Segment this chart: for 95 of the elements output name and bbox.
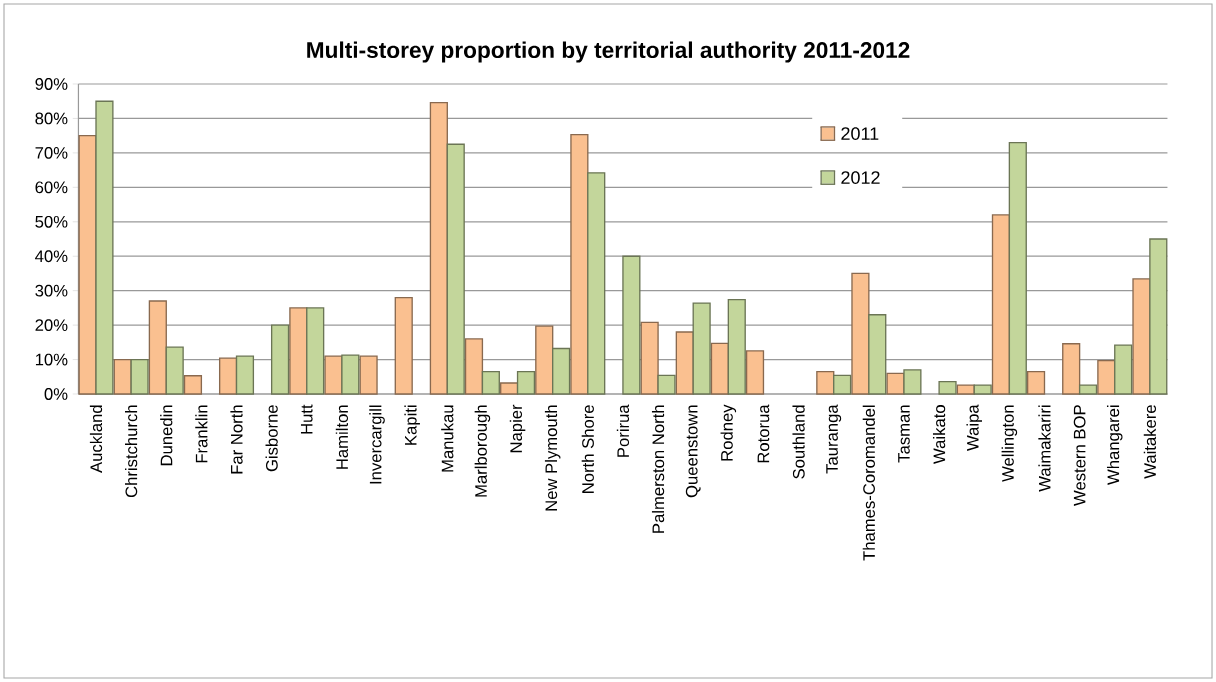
y-tick-label: 80%	[35, 112, 68, 125]
bar	[587, 172, 606, 395]
x-tick-label: Gisborne	[265, 405, 278, 472]
bar	[622, 255, 641, 395]
bar	[1097, 359, 1116, 395]
bar	[1132, 278, 1151, 395]
x-tick-label: Dunedin	[160, 405, 173, 466]
x-tick-label: Waikato	[932, 405, 946, 464]
x-tick-label: Far North	[230, 405, 243, 474]
x-tick-label: Manukau	[441, 405, 454, 472]
bar	[552, 347, 571, 395]
bar	[903, 369, 922, 395]
x-tick-label: Porirua	[616, 404, 630, 457]
y-tick-label: 60%	[35, 181, 68, 194]
x-tick-label: Hutt	[300, 404, 313, 434]
bar	[1062, 343, 1081, 395]
x-tick-label: Waipa	[966, 404, 982, 451]
bar	[78, 134, 97, 395]
bar	[183, 375, 203, 395]
bar	[886, 372, 905, 395]
x-tick-label: Wellington	[1001, 405, 1018, 482]
x-tick-label: Rodney	[720, 404, 737, 461]
legend-label: 2012	[841, 171, 880, 184]
bar	[165, 346, 184, 395]
bar	[570, 133, 589, 395]
bar	[446, 143, 465, 395]
bar	[675, 331, 694, 395]
bar	[95, 100, 114, 395]
bar	[464, 338, 484, 395]
x-tick-label: Napier	[509, 404, 526, 453]
bar	[500, 382, 519, 395]
bar	[130, 358, 149, 395]
bar	[727, 298, 746, 395]
x-tick-label: New Plymouth	[544, 405, 561, 511]
bar	[1114, 344, 1133, 395]
chart-title: Multi-storey proportion by territorial authority 2011-2012	[307, 41, 910, 63]
bar	[868, 314, 887, 395]
bar	[1026, 370, 1046, 395]
x-tick-label: Southland	[792, 405, 805, 479]
bar	[218, 357, 238, 395]
y-tick-label: 0%	[44, 388, 68, 400]
bar	[359, 355, 378, 395]
bar	[270, 324, 290, 395]
bar	[956, 384, 975, 395]
x-tick-label: Queenstown	[685, 405, 701, 498]
bar	[745, 350, 765, 395]
x-tick-label: Tasman	[898, 405, 910, 463]
bar	[1078, 384, 1098, 395]
x-tick-label: Marlborough	[474, 405, 491, 497]
x-tick-label: Waimakariri	[1038, 405, 1051, 492]
x-tick-label: Palmerston North	[651, 405, 665, 533]
bar	[851, 272, 870, 395]
y-tick-label: 50%	[35, 215, 68, 228]
bar	[306, 307, 325, 395]
bar	[938, 380, 957, 395]
x-tick-label: Western BOP	[1073, 405, 1086, 506]
bar	[640, 321, 659, 395]
bar	[535, 325, 554, 395]
bar	[991, 214, 1011, 395]
x-tick-label: Waitakere	[1143, 405, 1157, 479]
bar	[1149, 238, 1168, 395]
bar	[148, 300, 167, 395]
x-tick-label: Tauranga	[826, 404, 842, 474]
x-tick-label: Christchurch	[125, 405, 138, 498]
bar	[973, 384, 992, 395]
x-tick-label: Thames-Coromandel	[862, 405, 875, 561]
y-tick-label: 40%	[35, 250, 68, 263]
bar	[235, 355, 255, 395]
bar	[429, 101, 448, 395]
bar	[289, 307, 308, 395]
x-tick-label: Kapiti	[404, 405, 420, 445]
legend-label: 2011	[841, 127, 879, 140]
y-tick-label: 30%	[35, 284, 68, 297]
x-tick-label: Auckland	[89, 405, 103, 473]
bar	[833, 374, 852, 395]
bar	[394, 296, 413, 395]
x-tick-label: Invercargill	[369, 405, 385, 484]
bar	[816, 370, 835, 395]
bar	[657, 374, 676, 395]
bar	[481, 370, 500, 395]
bar	[1008, 141, 1027, 395]
y-tick-label: 10%	[35, 353, 68, 366]
bar	[341, 354, 360, 395]
bar	[324, 355, 343, 395]
x-tick-label: Franklin	[195, 405, 208, 463]
y-tick-label: 90%	[35, 78, 68, 90]
x-tick-label: Whangarei	[1106, 405, 1123, 485]
y-tick-label: 20%	[35, 319, 68, 332]
x-tick-label: North Shore	[581, 405, 594, 493]
bar	[710, 342, 729, 395]
bar	[516, 370, 536, 395]
bar	[692, 302, 711, 395]
x-tick-label: Rotorua	[757, 404, 770, 463]
x-tick-label: Hamilton	[335, 405, 349, 469]
y-tick-label: 70%	[35, 147, 68, 159]
